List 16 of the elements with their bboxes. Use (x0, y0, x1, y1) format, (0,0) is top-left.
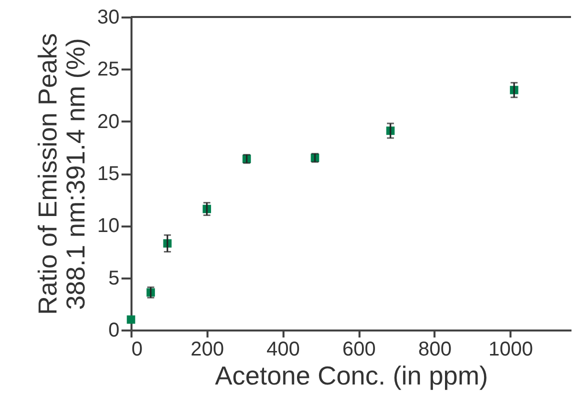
x-axis-title: Acetone Conc. (in ppm) (214, 360, 488, 390)
y-tick-label: 10 (97, 215, 120, 238)
y-tick-label: 20 (97, 110, 120, 133)
y-tick-label: 30 (97, 6, 120, 28)
y-tick-label: 25 (97, 58, 120, 81)
x-tick-label: 200 (190, 338, 224, 360)
y-axis-title: Ratio of Emission Peaks 388.1 nm:391.4 nm (%) (32, 33, 90, 315)
y-tick-label: 0 (108, 320, 120, 342)
x-tick-label: 800 (418, 338, 452, 360)
x-tick-label: 400 (266, 338, 300, 360)
y-tick-label: 15 (97, 163, 120, 185)
y-tick-label: 5 (108, 267, 120, 290)
x-tick-label: 600 (342, 338, 376, 360)
point (126, 315, 136, 324)
x-tick-label: 1000 (488, 338, 534, 360)
x-tick-label: 0 (132, 338, 143, 360)
